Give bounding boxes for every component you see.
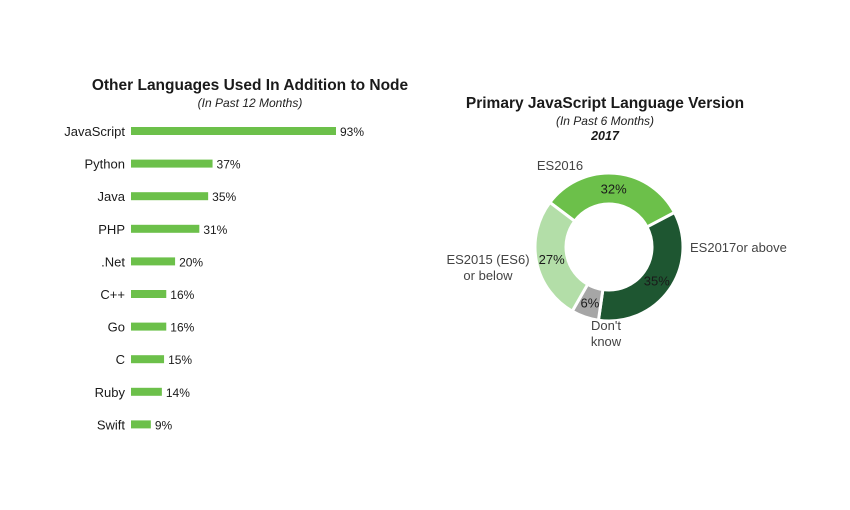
bar-category-label: Python xyxy=(85,157,125,172)
bar-value-label: 16% xyxy=(170,321,194,335)
bar-category-label: Java xyxy=(98,189,126,204)
bar xyxy=(131,290,167,298)
bar-category-label: Ruby xyxy=(95,385,126,400)
bar-value-label: 20% xyxy=(179,255,203,269)
bar-category-label: C xyxy=(116,352,125,367)
bar-category-label: C++ xyxy=(100,287,125,302)
donut-slice xyxy=(547,171,677,229)
donut-chart-title: Primary JavaScript Language Version xyxy=(465,95,745,112)
donut-category-label: ES2016 xyxy=(537,158,583,173)
bar-value-label: 9% xyxy=(155,418,173,432)
bar-chart-subtitle: (In Past 12 Months) xyxy=(197,96,303,110)
bar-value-label: 15% xyxy=(168,353,192,367)
bar-value-label: 14% xyxy=(166,386,190,400)
bar xyxy=(131,224,200,233)
bar xyxy=(131,192,209,201)
bar-value-label: 93% xyxy=(340,125,364,139)
bar-value-label: 31% xyxy=(203,223,227,237)
donut-category-label: Don't know xyxy=(591,318,622,349)
donut-slice xyxy=(596,210,685,323)
bar-category-label: Go xyxy=(108,320,125,335)
bar xyxy=(131,355,165,364)
donut-value-label: 35% xyxy=(644,274,670,289)
bar-category-label: .Net xyxy=(101,254,125,269)
bar xyxy=(131,257,176,266)
bar-value-label: 35% xyxy=(212,190,236,204)
bar xyxy=(131,322,167,331)
bar-value-label: 37% xyxy=(217,158,241,172)
bar xyxy=(131,387,162,396)
donut-value-label: 27% xyxy=(539,252,565,267)
bar-category-label: PHP xyxy=(98,222,125,237)
donut-chart-year: 2017 xyxy=(591,129,619,143)
bar-category-label: Swift xyxy=(97,417,126,432)
donut-value-label: 32% xyxy=(601,182,627,197)
donut-slice xyxy=(533,200,590,314)
bar-chart-title: Other Languages Used In Addition to Node xyxy=(91,77,409,94)
bar xyxy=(131,127,336,135)
bar-value-label: 16% xyxy=(170,288,194,302)
donut-category-label: ES2017or above xyxy=(690,240,787,255)
bar xyxy=(131,159,213,168)
donut-category-label: ES2015 (ES6) or below xyxy=(446,252,529,283)
bar-category-label: JavaScript xyxy=(64,124,125,139)
donut-chart-subtitle: (In Past 6 Months) xyxy=(555,114,655,128)
donut-value-label: 6% xyxy=(581,295,600,310)
bar xyxy=(131,420,151,429)
